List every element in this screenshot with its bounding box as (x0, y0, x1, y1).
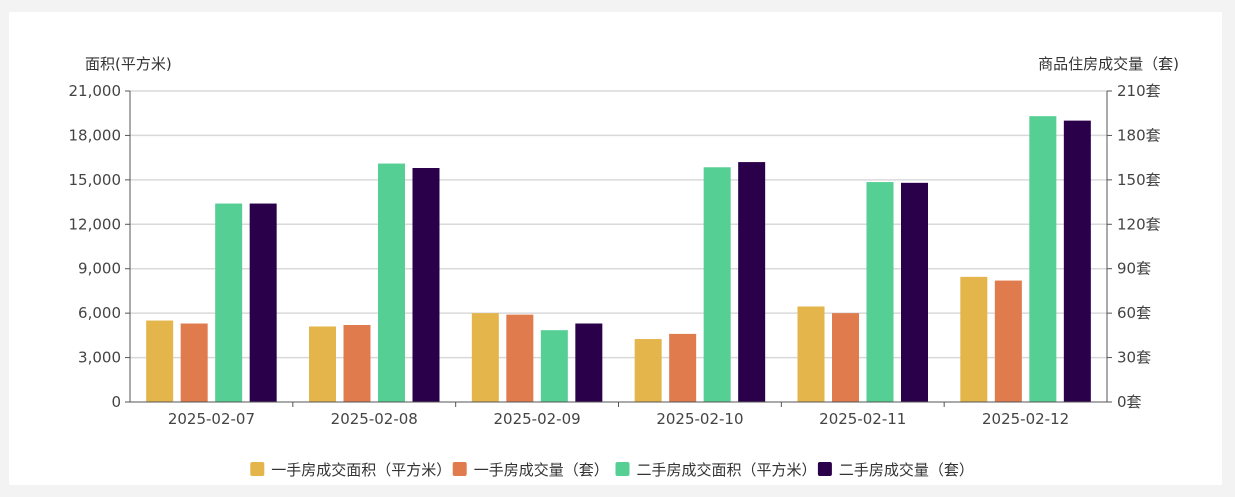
x-tick-label: 2025-02-08 (331, 410, 418, 428)
bar (1029, 116, 1057, 402)
bar (994, 280, 1022, 402)
left-tick-label: 0 (111, 393, 121, 411)
bar (866, 182, 894, 402)
left-tick-label: 3,000 (78, 349, 121, 367)
axes: 0 0套 3,000 30套 6,000 60套 9,000 90套 12,000 120套 15,… (69, 82, 1161, 428)
bar (378, 163, 405, 402)
bar (738, 162, 766, 402)
bar (249, 203, 277, 402)
legend-label: 二手房成交量（套） (839, 461, 974, 479)
x-tick-label: 2025-02-10 (656, 410, 743, 428)
bar (309, 326, 336, 402)
bar (1063, 120, 1091, 402)
legend-label: 一手房成交面积（平方米） (271, 461, 451, 479)
legend: 一手房成交面积（平方米） 一手房成交量（套） 二手房成交面积（平方米） 二手房成交量（… (250, 461, 974, 479)
right-tick-label: 150套 (1117, 171, 1161, 189)
bar (960, 276, 988, 402)
legend-swatch (817, 462, 832, 476)
left-tick-label: 9,000 (78, 260, 121, 278)
bar (343, 324, 371, 402)
bar (669, 333, 697, 402)
bar (146, 320, 174, 402)
left-tick-label: 15,000 (69, 171, 122, 189)
legend-swatch (452, 462, 467, 476)
x-tick-label: 2025-02-09 (493, 410, 580, 428)
legend-swatch (615, 462, 630, 476)
grid-lines (130, 90, 1107, 359)
x-tick-label: 2025-02-11 (819, 410, 906, 428)
legend-swatch (250, 462, 265, 476)
right-tick-label: 210套 (1117, 82, 1161, 100)
left-tick-label: 6,000 (78, 304, 121, 322)
bars (146, 116, 1091, 402)
bar (575, 323, 603, 402)
left-axis-title: 面积(平方米) (85, 55, 172, 73)
bar (703, 167, 731, 402)
right-tick-label: 180套 (1117, 126, 1161, 144)
bar (412, 168, 440, 402)
bar (797, 306, 825, 402)
legend-label: 一手房成交量（套） (474, 461, 609, 479)
right-axis-title: 商品住房成交量（套) (1038, 55, 1179, 73)
bar (832, 313, 859, 402)
chart-card: 0 0套 3,000 30套 6,000 60套 9,000 90套 12,000 120套 15,… (9, 12, 1222, 485)
right-tick-label: 90套 (1117, 260, 1151, 278)
right-tick-label: 60套 (1117, 304, 1151, 322)
left-tick-label: 12,000 (69, 215, 122, 233)
bar (540, 330, 568, 402)
left-tick-label: 21,000 (69, 82, 122, 100)
bar (634, 339, 662, 402)
left-tick-label: 18,000 (69, 126, 122, 144)
bar (471, 313, 499, 402)
bar (215, 203, 243, 402)
x-tick-label: 2025-02-07 (168, 410, 255, 428)
bar-chart: 0 0套 3,000 30套 6,000 60套 9,000 90套 12,000 120套 15,… (69, 55, 1180, 479)
right-tick-label: 0套 (1117, 393, 1142, 411)
legend-label: 二手房成交面积（平方米） (637, 461, 817, 479)
bar (506, 314, 534, 402)
bar (180, 323, 208, 402)
x-tick-label: 2025-02-12 (982, 410, 1069, 428)
right-tick-label: 30套 (1117, 349, 1151, 367)
right-tick-label: 120套 (1117, 215, 1161, 233)
bar (901, 182, 928, 402)
